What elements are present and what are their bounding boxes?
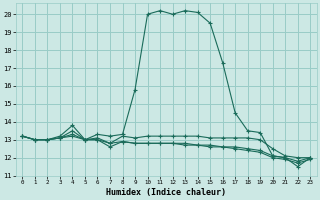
X-axis label: Humidex (Indice chaleur): Humidex (Indice chaleur) bbox=[106, 188, 226, 197]
